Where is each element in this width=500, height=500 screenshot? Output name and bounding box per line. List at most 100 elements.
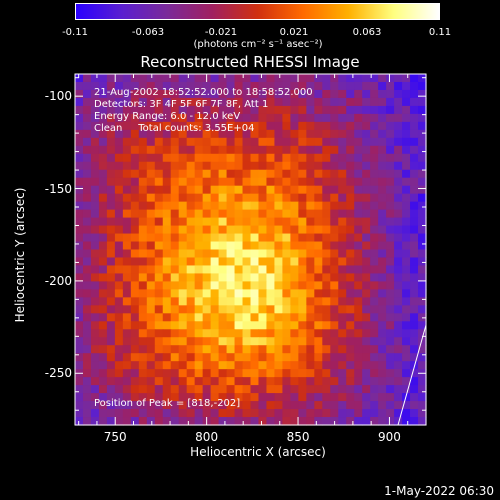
heatmap-cell <box>234 377 244 386</box>
heatmap-cell <box>346 393 355 402</box>
heatmap-cell <box>202 177 212 187</box>
heatmap-cell <box>82 337 92 346</box>
heatmap-cell <box>202 209 212 219</box>
heatmap-cell <box>202 169 212 179</box>
footer-timestamp: 1-May-2022 06:30 <box>384 484 494 498</box>
heatmap-cell <box>242 121 252 131</box>
heatmap-cell <box>306 97 315 107</box>
heatmap-cell <box>266 209 276 219</box>
heatmap-cell <box>122 385 132 394</box>
heatmap-cell <box>162 329 172 338</box>
heatmap-cell <box>210 113 220 123</box>
heatmap-cell <box>298 273 307 283</box>
heatmap-cell <box>138 89 148 99</box>
heatmap-cell <box>90 105 100 115</box>
heatmap-cell <box>226 113 236 123</box>
heatmap-cell <box>194 385 204 394</box>
heatmap-cell <box>322 313 331 322</box>
heatmap-cell <box>370 289 379 298</box>
heatmap-cell <box>298 233 307 243</box>
heatmap-cell <box>338 225 347 235</box>
heatmap-cell <box>186 353 196 362</box>
heatmap-cell <box>250 401 260 410</box>
heatmap-cell <box>226 217 236 227</box>
heatmap-cell <box>75 393 84 402</box>
heatmap-cell <box>338 145 347 155</box>
heatmap-cell <box>146 249 156 259</box>
heatmap-cell <box>90 353 100 362</box>
heatmap-cell <box>98 201 108 211</box>
heatmap-cell <box>178 241 188 251</box>
heatmap-cell <box>114 185 124 195</box>
heatmap-cell <box>75 321 84 330</box>
heatmap-cell <box>218 265 228 275</box>
heatmap-cell <box>338 353 347 362</box>
heatmap-cell <box>354 217 363 227</box>
heatmap-cell <box>370 137 379 147</box>
heatmap-cell <box>162 81 172 91</box>
heatmap-cell <box>370 177 379 187</box>
heatmap-cell <box>138 393 148 402</box>
heatmap-cell <box>122 105 132 115</box>
heatmap-cell <box>90 233 100 243</box>
heatmap-cell <box>314 105 323 115</box>
colorbar-units: (photons cm⁻² s⁻¹ asec⁻²) <box>193 39 323 50</box>
heatmap-cell <box>258 145 268 155</box>
heatmap-cell <box>330 257 339 267</box>
heatmap-cell <box>210 249 220 259</box>
heatmap-cell <box>114 161 124 171</box>
heatmap-cell <box>130 169 140 179</box>
heatmap-cell <box>354 145 363 155</box>
heatmap-cell <box>146 313 156 322</box>
heatmap-cell <box>330 113 339 123</box>
heatmap-cell <box>178 329 188 338</box>
heatmap-cell <box>234 161 244 171</box>
heatmap-cell <box>314 289 323 298</box>
heatmap-cell <box>394 257 403 267</box>
heatmap-cell <box>146 177 156 187</box>
heatmap-cell <box>258 305 268 314</box>
heatmap-cell <box>258 81 268 91</box>
heatmap-cell <box>186 385 196 394</box>
heatmap-cell <box>386 81 395 91</box>
heatmap-cell <box>410 257 419 267</box>
heatmap-cell <box>162 337 172 346</box>
heatmap-cell <box>194 233 204 243</box>
heatmap-cell <box>75 257 84 267</box>
heatmap-cell <box>386 113 395 123</box>
heatmap-cell <box>178 201 188 211</box>
heatmap-cell <box>314 361 323 370</box>
heatmap-cell <box>266 161 276 171</box>
heatmap-cell <box>202 273 212 283</box>
heatmap-cell <box>274 185 284 195</box>
heatmap-cell <box>394 89 403 99</box>
heatmap-cell <box>306 177 315 187</box>
heatmap-cell <box>306 185 315 195</box>
heatmap-cell <box>106 241 116 251</box>
heatmap-cell <box>178 393 188 402</box>
heatmap-cell <box>402 297 411 306</box>
heatmap-cell <box>98 121 108 131</box>
heatmap-cell <box>170 233 180 243</box>
heatmap-cell <box>290 97 299 107</box>
heatmap-cell <box>202 161 212 171</box>
heatmap-cell <box>290 289 299 298</box>
heatmap-cell <box>154 201 164 211</box>
heatmap-cell <box>266 241 276 251</box>
heatmap-cell <box>170 105 180 115</box>
heatmap-cell <box>370 377 379 386</box>
heatmap-cell <box>114 97 124 107</box>
heatmap-cell <box>298 345 307 354</box>
heatmap-cell <box>162 401 172 410</box>
heatmap-cell <box>370 313 379 322</box>
heatmap-cell <box>82 385 92 394</box>
heatmap-cell <box>234 369 244 378</box>
heatmap-cell <box>82 265 92 275</box>
heatmap-cell <box>402 193 411 203</box>
heatmap-cell <box>130 321 140 330</box>
heatmap-cell <box>114 297 124 306</box>
heatmap-cell <box>386 385 395 394</box>
heatmap-cell <box>266 217 276 227</box>
heatmap-cell <box>146 74 156 83</box>
heatmap-cell <box>122 305 132 314</box>
